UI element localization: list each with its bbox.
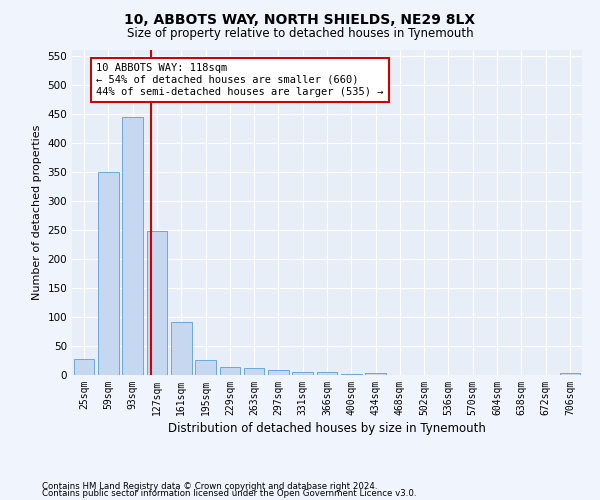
Bar: [560, 372, 580, 375]
Text: Size of property relative to detached houses in Tynemouth: Size of property relative to detached ho…: [127, 28, 473, 40]
Bar: [317, 372, 337, 375]
Y-axis label: Number of detached properties: Number of detached properties: [32, 125, 42, 300]
Bar: [365, 372, 386, 375]
Bar: [195, 360, 216, 375]
Bar: [268, 370, 289, 375]
Bar: [341, 374, 362, 375]
Text: Contains HM Land Registry data © Crown copyright and database right 2024.: Contains HM Land Registry data © Crown c…: [42, 482, 377, 491]
Bar: [98, 172, 119, 375]
Bar: [146, 231, 167, 375]
Bar: [74, 359, 94, 375]
Bar: [220, 367, 240, 375]
Text: 10, ABBOTS WAY, NORTH SHIELDS, NE29 8LX: 10, ABBOTS WAY, NORTH SHIELDS, NE29 8LX: [124, 12, 476, 26]
Bar: [122, 116, 143, 375]
Text: Contains public sector information licensed under the Open Government Licence v3: Contains public sector information licen…: [42, 490, 416, 498]
Text: 10 ABBOTS WAY: 118sqm
← 54% of detached houses are smaller (660)
44% of semi-det: 10 ABBOTS WAY: 118sqm ← 54% of detached …: [96, 64, 384, 96]
Bar: [244, 368, 265, 375]
X-axis label: Distribution of detached houses by size in Tynemouth: Distribution of detached houses by size …: [168, 422, 486, 435]
Bar: [171, 322, 191, 375]
Bar: [292, 372, 313, 375]
